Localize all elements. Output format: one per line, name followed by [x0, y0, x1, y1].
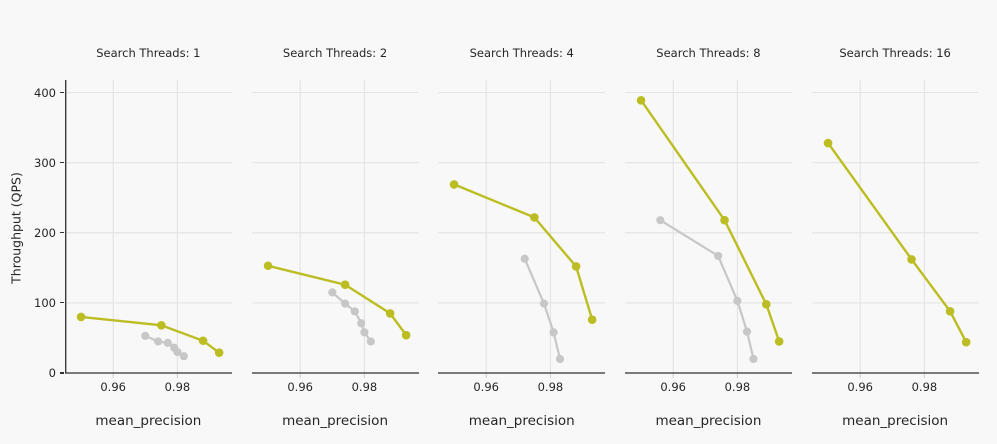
data-point-olive: [401, 330, 411, 340]
facet-search-threads-2: Search Threads: 2 0.96 0.98 mean_precisio…: [251, 0, 419, 444]
data-point-gray: [163, 338, 172, 347]
y-tick-mark: [60, 232, 64, 234]
facet-title: Search Threads: 16: [839, 46, 951, 60]
data-point-olive: [263, 261, 273, 271]
data-point-gray: [340, 299, 349, 308]
facet-title: Search Threads: 2: [282, 46, 388, 60]
facet-plot: 0.96 0.98: [251, 80, 419, 394]
x-tick-label: 0.98: [911, 380, 937, 394]
x-tick-label: 0.98: [351, 380, 377, 394]
series-gray: [656, 216, 758, 364]
y-tick-label: 100: [34, 295, 56, 310]
x-axis-label: mean_precision: [842, 413, 949, 429]
data-point-olive: [762, 300, 771, 309]
data-point-olive: [774, 337, 784, 346]
facet-plot: 0.96 0.98: [625, 80, 793, 394]
x-tick-label: 0.98: [165, 380, 191, 394]
y-tick-mark: [60, 162, 64, 164]
series-line-gray: [659, 219, 755, 361]
data-point-gray: [733, 296, 742, 305]
data-point-gray: [154, 337, 163, 346]
series-line-olive: [266, 264, 408, 337]
data-point-olive: [636, 96, 646, 105]
series-line-gray: [523, 257, 562, 361]
series-gray: [327, 288, 375, 346]
facet-plot: 0.96 0.98: [65, 80, 232, 394]
series-gray: [141, 331, 188, 361]
series-olive: [76, 312, 224, 357]
data-point-gray: [749, 354, 758, 364]
series-line-olive: [826, 141, 968, 344]
facet-plot: 0.96 0.98: [811, 80, 979, 394]
series-gray: [520, 254, 565, 364]
data-point-gray: [549, 328, 559, 337]
x-tick-label: 0.96: [847, 380, 873, 394]
data-point-olive: [961, 337, 971, 347]
data-point-olive: [198, 336, 208, 346]
y-tick-label: 200: [34, 225, 56, 240]
data-point-gray: [714, 251, 723, 261]
series-olive: [823, 138, 971, 347]
series-olive: [636, 96, 784, 346]
facet-title: Search Threads: 4: [469, 46, 574, 60]
facet-search-threads-1: Search Threads: 1 0.96 0.98 mean_precisio…: [65, 0, 232, 444]
data-point-gray: [356, 319, 365, 328]
data-point-olive: [907, 255, 916, 264]
series-line-olive: [79, 315, 221, 354]
x-axis-label: mean_precision: [95, 413, 202, 429]
x-tick-label: 0.96: [474, 380, 500, 394]
data-point-gray: [141, 331, 150, 340]
y-tick-mark: [60, 302, 64, 304]
x-tick-label: 0.98: [538, 380, 564, 394]
data-point-gray: [520, 254, 530, 263]
x-tick-label: 0.96: [660, 380, 686, 394]
series-line-olive: [639, 99, 781, 343]
data-point-olive: [450, 180, 459, 189]
data-point-olive: [214, 348, 224, 357]
x-tick-label: 0.96: [287, 380, 313, 394]
series-olive: [450, 180, 597, 325]
data-point-gray: [173, 347, 182, 357]
facet-plot: 0.96 0.98: [438, 80, 606, 394]
facet-title: Search Threads: 1: [96, 46, 201, 60]
data-point-gray: [359, 328, 369, 337]
facet-search-threads-4: Search Threads: 4 0.96 0.98 mean_precisio…: [438, 0, 606, 444]
y-tick-mark: [60, 92, 64, 94]
series-line-olive: [453, 183, 594, 321]
data-point-olive: [588, 315, 597, 325]
data-point-gray: [366, 337, 375, 346]
facet-title: Search Threads: 8: [656, 46, 761, 60]
data-point-olive: [945, 307, 955, 316]
data-point-gray: [743, 327, 752, 336]
y-tick-label: 400: [34, 85, 56, 100]
data-point-olive: [720, 215, 729, 225]
data-point-olive: [530, 213, 540, 222]
facet-search-threads-16: Search Threads: 16 0.96 0.98 mean_precisi…: [811, 0, 979, 444]
data-point-olive: [340, 280, 350, 289]
data-point-gray: [656, 216, 665, 225]
y-tick-label: 0: [48, 366, 56, 380]
data-point-gray: [327, 288, 337, 297]
facet-search-threads-8: Search Threads: 8 0.96 0.98 mean_precisio…: [625, 0, 793, 444]
data-point-olive: [157, 321, 166, 330]
facet-row: Search Threads: 1 0.96 0.98 mean_precisio…: [65, 0, 979, 444]
data-point-gray: [179, 352, 188, 361]
data-point-gray: [556, 354, 565, 364]
data-point-gray: [350, 307, 359, 316]
data-point-olive: [385, 309, 395, 318]
x-axis-label: mean_precision: [282, 413, 388, 429]
x-axis-label: mean_precision: [655, 413, 762, 429]
data-point-olive: [572, 262, 581, 271]
y-tick-mark: [60, 372, 64, 374]
y-tick-label: 300: [34, 155, 56, 170]
data-point-olive: [823, 138, 833, 148]
series-olive: [263, 261, 411, 340]
y-axis: 0 100 200 300 400: [0, 78, 65, 398]
x-axis-label: mean_precision: [468, 413, 575, 429]
data-point-olive: [76, 312, 86, 322]
data-point-gray: [540, 299, 549, 308]
x-tick-label: 0.96: [100, 380, 126, 394]
x-tick-label: 0.98: [725, 380, 751, 394]
